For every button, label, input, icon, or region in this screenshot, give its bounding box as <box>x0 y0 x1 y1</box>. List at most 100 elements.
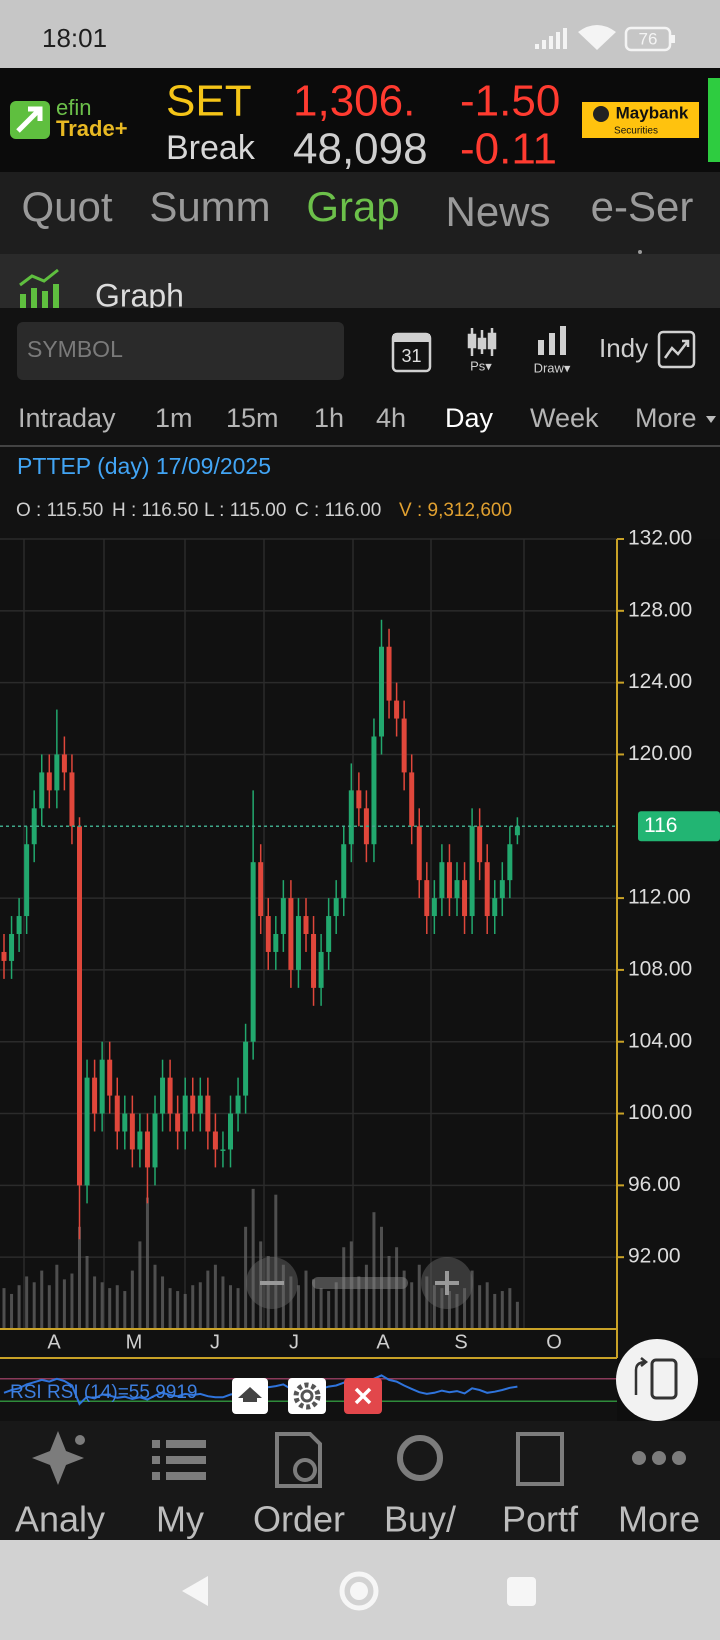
nav-label[interactable]: Portf <box>502 1499 579 1540</box>
candle-body <box>182 1095 188 1132</box>
tab[interactable]: Quot <box>21 183 112 230</box>
back-button[interactable] <box>182 1576 208 1606</box>
clock: 18:01 <box>42 23 107 53</box>
volume-bar <box>10 1293 14 1329</box>
candle-body <box>167 1077 173 1114</box>
section-header <box>0 254 720 308</box>
x-tick-label: A <box>47 1331 61 1353</box>
graph-icon-line <box>19 268 59 287</box>
volume-bar <box>130 1270 134 1329</box>
indy-icon <box>663 339 690 359</box>
status-strip <box>708 78 720 162</box>
nav-labels: Analy My Order Buy/Portf More <box>15 1499 700 1540</box>
symbol-placeholder: SYMBOL <box>27 336 123 362</box>
timeframe[interactable]: 15m <box>226 403 279 433</box>
y-tick-label: 92.00 <box>628 1245 681 1268</box>
nav-label[interactable]: Buy/ <box>384 1499 456 1540</box>
tab[interactable]: e-Ser <box>591 183 694 230</box>
timeframe[interactable]: 1m <box>155 403 193 433</box>
volume-bar <box>274 1194 278 1329</box>
candle-body <box>46 772 52 791</box>
candle-body <box>31 808 37 845</box>
nav-label[interactable]: Analy <box>15 1499 105 1540</box>
candle-body <box>54 754 60 791</box>
candle-body <box>371 736 377 845</box>
zoom-slider[interactable] <box>312 1277 408 1289</box>
nav-label[interactable]: My <box>156 1499 204 1540</box>
volume-bar <box>138 1241 142 1329</box>
volume-bar <box>447 1291 451 1329</box>
volume-bar <box>85 1256 89 1329</box>
candle-body <box>424 880 430 917</box>
section-title: Graph <box>95 277 184 313</box>
rsi-label: RSI RSI (14)=55.9919 <box>10 1382 197 1403</box>
indy-label[interactable]: Indy <box>599 333 648 363</box>
volume-bar <box>463 1288 467 1329</box>
candle-body <box>69 772 75 827</box>
candle-body <box>107 1059 113 1096</box>
timeframe[interactable]: 1h <box>314 403 344 433</box>
tab[interactable]: Grap <box>306 183 399 230</box>
volume-bar <box>2 1288 6 1329</box>
tabs: Quot Summ Grap News e-Ser <box>21 183 693 254</box>
signal-icon <box>535 28 567 49</box>
volume-bar <box>183 1293 187 1329</box>
timeframe[interactable]: Intraday <box>18 403 116 433</box>
volume-bar <box>334 1282 338 1329</box>
candle-body <box>303 916 309 934</box>
volume-bar <box>108 1288 112 1329</box>
candle-body <box>311 934 317 988</box>
gear-teeth <box>293 1382 321 1410</box>
candle-body <box>243 1041 249 1096</box>
candle-body <box>122 1113 128 1132</box>
y-tick-label: 112.00 <box>628 886 691 909</box>
candle-body <box>84 1077 90 1186</box>
volume-bar <box>221 1276 225 1329</box>
calendar-day: 31 <box>401 346 421 366</box>
volume-bar <box>417 1264 421 1329</box>
candle-body <box>333 898 339 917</box>
info-open: O : 115.50 <box>16 500 103 521</box>
nav-icons <box>32 1431 686 1488</box>
tab[interactable]: Summ <box>149 183 270 230</box>
volume-bar <box>93 1276 97 1329</box>
nav-icon-order-lens <box>293 1458 317 1482</box>
candle-body <box>212 1131 218 1150</box>
volume-bar <box>78 1226 81 1329</box>
ps-icon[interactable] <box>467 328 497 356</box>
candle-body <box>514 826 520 836</box>
timeframe[interactable]: Week <box>530 403 599 433</box>
timeframe[interactable]: Day <box>445 403 494 433</box>
x-tick-label: A <box>376 1331 390 1353</box>
timeframe[interactable]: 4h <box>376 403 406 433</box>
home-button[interactable] <box>339 1571 379 1611</box>
y-tick-label: 124.00 <box>628 670 692 693</box>
candle-body <box>190 1095 196 1114</box>
indy-button[interactable] <box>657 330 696 369</box>
rotate-button[interactable] <box>616 1339 698 1421</box>
timeframe[interactable]: More <box>635 403 697 433</box>
recents-button[interactable] <box>507 1577 536 1606</box>
volume-bar <box>47 1285 51 1329</box>
candle-body <box>273 934 279 952</box>
battery-icon <box>624 26 672 52</box>
candle-body <box>61 754 67 773</box>
volume-bar <box>470 1270 474 1329</box>
symbol-input[interactable] <box>17 322 344 380</box>
price-axis-labels: 92.00 96.00 100.00 104.00 108.00 112.00 120.00… <box>617 527 692 1268</box>
candle-body <box>39 772 45 809</box>
y-tick-label: 132.00 <box>628 527 692 550</box>
tab[interactable]: News <box>445 188 550 235</box>
candle-body <box>431 898 437 917</box>
candle-body <box>265 916 271 952</box>
logo-arrow <box>16 106 43 133</box>
last-price-label: 116 <box>644 814 677 837</box>
nav-label[interactable]: Order <box>253 1499 345 1540</box>
draw-icon[interactable] <box>538 326 566 355</box>
nav-label[interactable]: More <box>618 1499 700 1540</box>
candle-body <box>160 1077 166 1114</box>
nav-icon-portf <box>516 1432 564 1486</box>
candle-body <box>379 646 384 737</box>
volume-bar <box>364 1264 368 1329</box>
